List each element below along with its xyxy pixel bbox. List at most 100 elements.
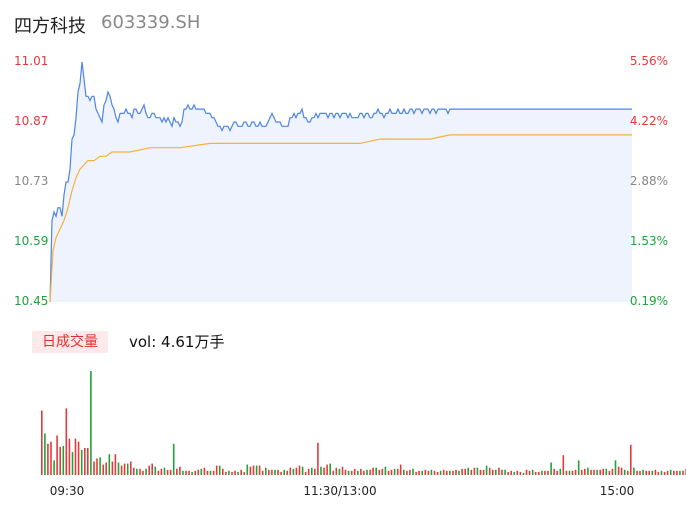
volume-bar [265,467,267,475]
volume-bar [172,443,175,475]
volume-bar [553,468,555,475]
volume-bar [666,470,669,475]
volume-bar [347,470,350,475]
volume-bar [409,469,411,475]
volume-bar [642,469,644,475]
volume-bar [587,467,589,475]
volume-label: vol: 4.61万手 [129,333,225,351]
volume-bar [525,469,528,475]
volume-bar [191,471,193,475]
volume-bar [99,457,101,475]
y-tick-left: 11.01 [14,54,48,68]
volume-bar [243,471,246,475]
volume-bar [679,470,681,475]
y-tick-left: 10.45 [14,294,48,308]
volume-bar [375,467,377,475]
volume-bar [452,470,454,475]
x-tick-label: 15:00 [600,484,635,498]
volume-bar [412,468,414,475]
volume-bar [145,468,147,475]
volume-bar [369,469,371,475]
volume-bar [479,469,482,475]
volume-bar [461,468,463,475]
volume-bar [531,469,534,475]
volume-bar [498,467,500,475]
volume-bar [286,470,288,475]
volume-bar [645,470,647,475]
volume-bar [329,463,331,475]
volume-bar [421,470,423,475]
volume-bar [633,467,635,475]
volume-bar [280,471,282,475]
stock-name: 四方科技 [14,16,86,37]
volume-bar [258,465,261,475]
volume-bar [565,470,568,475]
volume-bar [234,470,236,475]
volume-bar [501,469,503,475]
volume-bar [206,470,209,475]
volume-bar [240,469,242,475]
volume-bar [176,468,178,475]
volume-bar [209,470,212,475]
volume-bar [130,461,132,475]
volume-bar [534,471,537,475]
volume-bar [59,446,61,475]
volume-bar [169,469,172,475]
volume-bar [289,467,292,475]
volume-bar [111,461,114,475]
volume-bar [488,467,491,475]
volume-bar [212,470,215,475]
volume-bar [166,469,169,475]
volume-bar [84,448,86,475]
volume-bar [47,443,49,475]
volume-bar [182,470,184,475]
y-tick-right: 1.53% [630,234,668,248]
volume-bar [80,450,83,475]
volume-bar [271,469,273,475]
volume-bar [516,470,519,475]
volume-bar [636,470,638,475]
volume-bar [320,466,322,475]
volume-bar [120,465,123,475]
volume-bar [390,469,393,475]
volume-bar [513,471,516,475]
volume-bar [406,470,408,475]
volume-bar [381,468,384,475]
volume-badge[interactable]: 日成交量 [32,331,108,353]
volume-bar [627,470,629,475]
volume-bar [314,468,316,475]
volume-bar [599,469,601,475]
volume-bar [399,464,402,475]
volume-bar [126,463,129,475]
volume-bar [504,469,506,475]
volume-bar [669,469,672,475]
volume-bar [673,470,675,475]
volume-bar [218,465,221,475]
volume-bar [249,466,252,475]
volume-bar [277,469,279,475]
volume-bar [403,469,405,475]
volume-bar [163,467,166,475]
volume-bar [317,442,319,475]
volume-bar [68,438,71,475]
volume-bar [467,467,469,475]
volume-bar [323,467,325,475]
volume-bar [538,471,540,475]
volume-bar [492,469,494,475]
volume-bar [326,464,328,475]
volume-bar [577,460,580,475]
volume-bar [580,469,583,475]
volume-bar [71,452,74,475]
volume-bar [676,470,678,475]
volume-bar [547,470,549,475]
volume-bar [657,471,660,475]
volume-bar [596,469,598,475]
volume-bar [295,467,298,475]
volume-bar [415,471,417,475]
volume-bar [522,472,525,475]
volume-bar [255,465,258,475]
volume-bar [200,468,203,475]
volume-bar [335,467,338,475]
volume-bar [427,470,430,475]
volume-bar [108,454,111,475]
